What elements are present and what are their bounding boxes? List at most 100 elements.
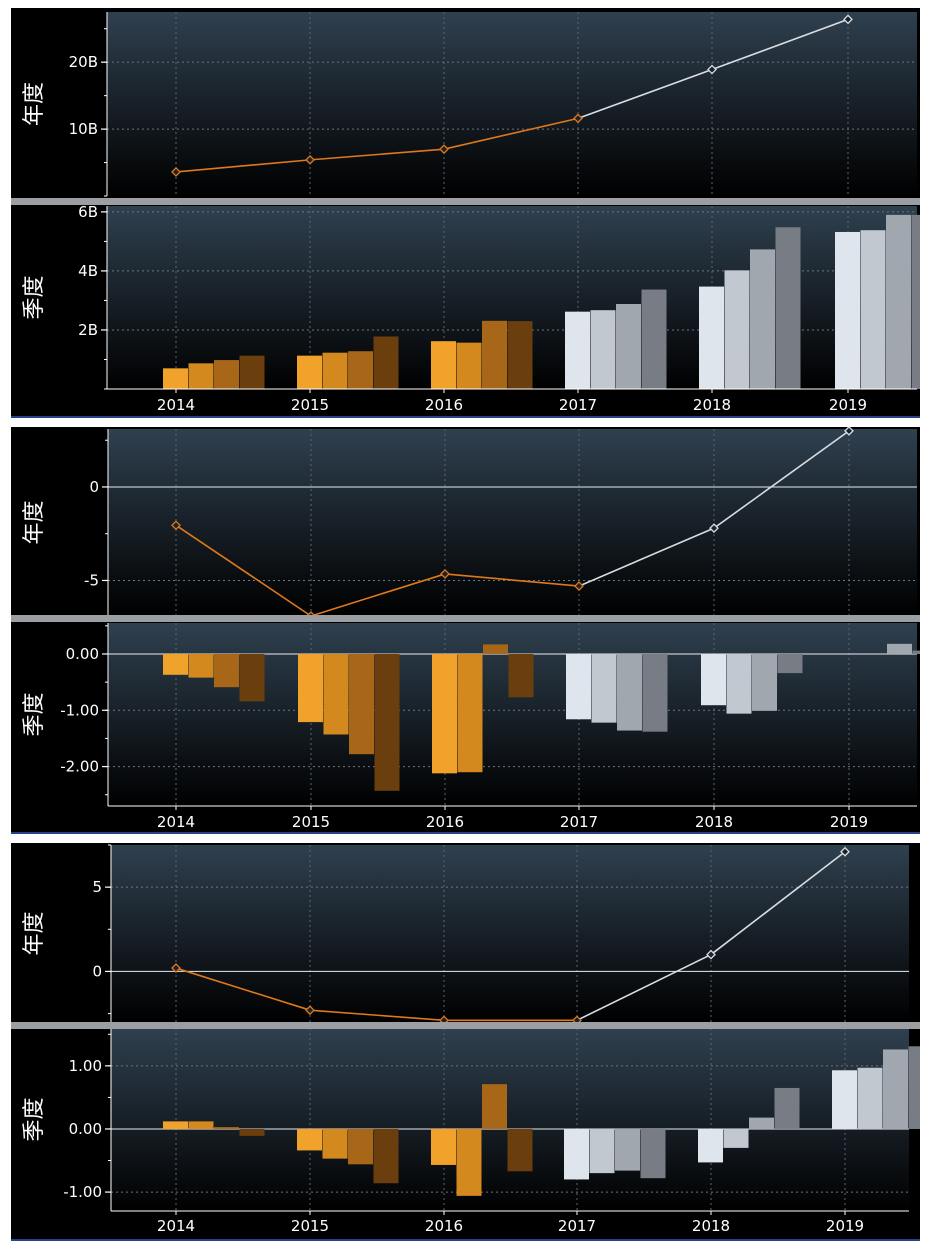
bar-2016-q2 xyxy=(456,342,482,389)
chart-panel-1: 20B 10B 6B 4B 2B 2014 2015 2016 2017 2018 2019 年度 季度 xyxy=(11,8,932,418)
x-tick-label-2015: 2015 xyxy=(292,813,330,831)
annual-line-segment xyxy=(444,573,580,587)
bar-2018-q2 xyxy=(724,270,750,389)
bar-2016-q3 xyxy=(482,1084,507,1129)
bar-2014-q4 xyxy=(239,1128,265,1136)
x-tick-label-2019: 2019 xyxy=(830,813,868,831)
bar-2017-q3 xyxy=(616,303,641,389)
chart-svg-3: 5 0 1.00 0.00 -1.00 2014 2015 2016 2017 2018 2019 年… xyxy=(11,844,932,1241)
annual-point-2018 xyxy=(709,523,719,534)
quarterly-plot-area xyxy=(108,623,917,806)
annual-line-segment xyxy=(710,851,846,956)
x-tick-label-2018: 2018 xyxy=(693,396,731,414)
bar-2015-q1 xyxy=(297,355,322,389)
panel-bottom-border xyxy=(11,1239,920,1241)
bar-2016-q4 xyxy=(507,1128,533,1172)
bar-2019-q4 xyxy=(908,1046,932,1129)
bar-2018-q2 xyxy=(726,653,752,714)
y-tick-label: 20B xyxy=(69,53,98,71)
x-tick-label-2019: 2019 xyxy=(829,396,867,414)
annual-point-2019 xyxy=(844,425,854,436)
chart-panel-2: 0 -5 0.00 -1.00 -2.00 2014 2015 2016 2017 2018 201… xyxy=(11,425,932,834)
annual-plot-area xyxy=(111,845,909,1022)
panel-bottom-border xyxy=(11,832,920,834)
y-tick-label: -1.00 xyxy=(63,1183,102,1201)
bar-2014-q2 xyxy=(188,363,214,389)
x-tick-label-2018: 2018 xyxy=(695,813,733,831)
annual-section-label: 年度 xyxy=(22,911,47,955)
quarterly-section-label: 季度 xyxy=(22,692,47,736)
bar-2019-q4 xyxy=(912,650,932,654)
pane-separator xyxy=(11,198,920,205)
pane-separator xyxy=(11,1022,920,1029)
annual-point-2019 xyxy=(840,846,850,857)
bar-2015-q2 xyxy=(322,1128,348,1159)
annual-point-2018 xyxy=(706,949,716,960)
bar-2017-q2 xyxy=(591,653,617,723)
annual-plot-area xyxy=(108,429,917,616)
bar-2015-q4 xyxy=(373,336,399,389)
chart-svg-2: 0 -5 0.00 -1.00 -2.00 2014 2015 2016 2017 2018 201… xyxy=(11,425,932,834)
annual-line-segment xyxy=(578,527,715,587)
bar-2016-q1 xyxy=(431,1128,456,1165)
bar-2014-q3 xyxy=(214,653,239,688)
annual-point-2019 xyxy=(843,14,853,25)
bar-2016-q1 xyxy=(432,653,457,774)
x-tick-label-2014: 2014 xyxy=(157,396,195,414)
pane-separator xyxy=(11,615,920,622)
annual-line-segment xyxy=(175,524,312,617)
bar-2019-q1 xyxy=(832,1070,857,1129)
bar-2017-q4 xyxy=(642,653,668,732)
bar-2018-q4 xyxy=(774,1087,800,1129)
bar-2018-q1 xyxy=(699,286,724,389)
y-tick-label: 1.00 xyxy=(69,1057,102,1075)
bar-2018-q2 xyxy=(723,1128,749,1148)
bar-2019-q3 xyxy=(883,1049,908,1129)
annual-line-segment xyxy=(175,967,311,1011)
bar-2015-q4 xyxy=(373,1128,399,1184)
bar-2015-q4 xyxy=(374,653,400,791)
bar-2014-q3 xyxy=(214,360,239,389)
y-tick-label: -1.00 xyxy=(60,701,99,719)
bar-2017-q2 xyxy=(589,1128,615,1174)
annual-section-label: 年度 xyxy=(22,82,47,126)
bar-2015-q1 xyxy=(298,653,323,723)
bar-2014-q4 xyxy=(239,355,265,389)
annual-line-segment xyxy=(576,953,712,1022)
bar-2016-q4 xyxy=(508,653,534,698)
annual-line-segment xyxy=(713,430,850,529)
bar-2019-q3 xyxy=(886,214,911,389)
bar-2017-q4 xyxy=(640,1128,666,1179)
bar-2017-q1 xyxy=(565,311,590,389)
quarterly-section-label: 季度 xyxy=(22,1097,47,1141)
annual-point-2016 xyxy=(439,144,449,155)
bar-2019-q4 xyxy=(911,214,932,389)
y-tick-label: 10B xyxy=(69,120,98,138)
annual-point-2014 xyxy=(171,963,181,973)
annual-point-2018 xyxy=(707,64,717,75)
annual-section-label: 年度 xyxy=(22,500,47,544)
bar-2018-q3 xyxy=(749,1117,774,1129)
x-tick-label-2017: 2017 xyxy=(558,1217,596,1235)
annual-point-2016 xyxy=(440,569,450,579)
bar-2016-q3 xyxy=(483,644,508,654)
bar-2014-q3 xyxy=(214,1127,239,1129)
x-tick-label-2016: 2016 xyxy=(426,813,464,831)
bar-2014-q2 xyxy=(188,653,214,678)
panel-bottom-border xyxy=(11,416,920,418)
bar-2018-q3 xyxy=(752,653,777,711)
y-tick-label: 2B xyxy=(78,321,98,339)
x-tick-label-2014: 2014 xyxy=(157,1217,195,1235)
bar-2014-q1 xyxy=(163,1121,188,1129)
bar-2019-q1 xyxy=(835,231,860,389)
quarterly-section-label: 季度 xyxy=(22,275,47,319)
x-tick-label-2018: 2018 xyxy=(692,1217,730,1235)
bar-2016-q1 xyxy=(431,341,456,389)
annual-point-2015 xyxy=(305,1005,315,1016)
bar-2017-q4 xyxy=(641,289,667,389)
bar-2016-q2 xyxy=(456,1128,482,1196)
bar-2015-q3 xyxy=(349,653,374,755)
x-tick-label-2017: 2017 xyxy=(560,813,598,831)
y-tick-label: -5 xyxy=(84,571,99,589)
